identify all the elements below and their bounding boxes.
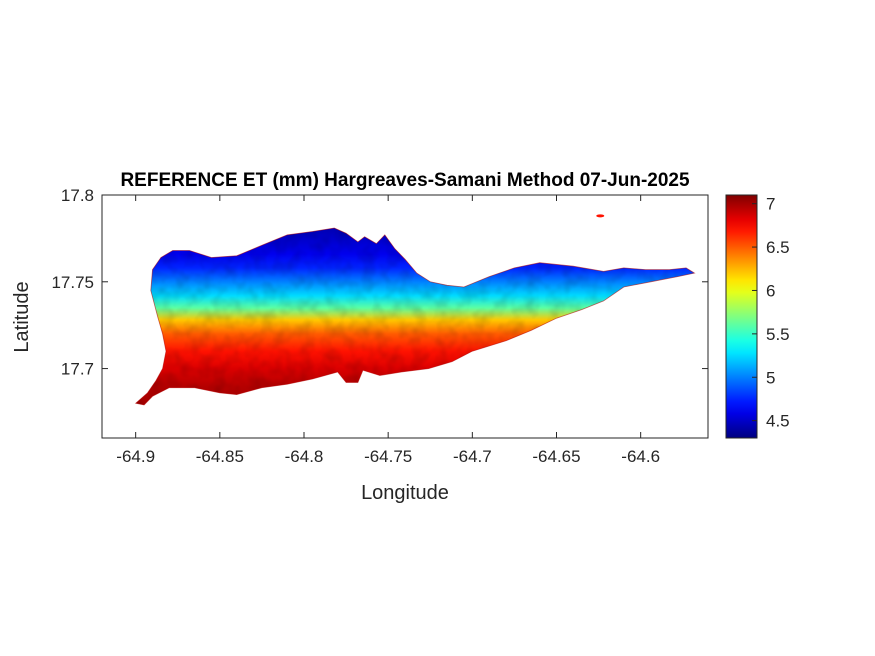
x-tick-label: -64.85	[196, 447, 244, 466]
colorbar-tick-label: 6	[766, 281, 775, 300]
x-tick-label: -64.75	[364, 447, 412, 466]
colorbar-tick-label: 6.5	[766, 238, 790, 257]
islet-patch	[596, 214, 605, 218]
x-tick-label: -64.9	[116, 447, 155, 466]
colorbar-tick-label: 4.5	[766, 412, 790, 431]
colorbar-ticks: 4.5 5 5.5 6 6.5 7	[752, 195, 790, 431]
x-axis-ticks: -64.9 -64.85 -64.8 -64.75 -64.7 -64.65 -64.6	[116, 195, 660, 466]
y-tick-label: 17.75	[51, 273, 94, 292]
x-axis-label: Longitude	[361, 482, 449, 504]
island-outline	[134, 227, 696, 406]
plot-frame	[101, 194, 709, 439]
x-tick-label: -64.8	[285, 447, 324, 466]
plot-area: -64.9 -64.85 -64.8 -64.75 -64.7 -64.65 -64.6 1…	[51, 186, 709, 466]
y-tick-label: 17.7	[61, 360, 94, 379]
colorbar-gradient-bar	[726, 195, 757, 438]
chart-title: REFERENCE ET (mm) Hargreaves-Samani Meth…	[120, 170, 690, 191]
x-tick-label: -64.7	[453, 447, 492, 466]
y-tick-label: 17.8	[61, 186, 94, 205]
colorbar: 4.5 5 5.5 6 6.5 7	[725, 194, 790, 439]
colorbar-tick-label: 5.5	[766, 325, 790, 344]
colorbar-tick-label: 7	[766, 195, 775, 214]
y-axis-ticks: 17.7 17.75 17.8	[51, 186, 708, 379]
x-tick-label: -64.65	[532, 447, 580, 466]
x-tick-label: -64.6	[621, 447, 660, 466]
y-axis-label: Latitude	[11, 281, 33, 352]
colorbar-frame	[725, 194, 758, 439]
colorbar-tick-label: 5	[766, 368, 775, 387]
